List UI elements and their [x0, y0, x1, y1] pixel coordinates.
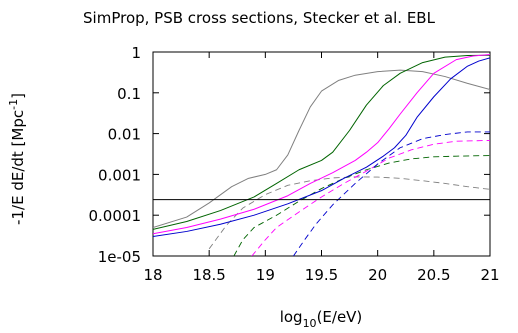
plot-frame [152, 51, 491, 257]
x-axis-title: log10(E/eV) [280, 308, 363, 330]
y-tick-label: 0.01 [108, 126, 141, 144]
x-axis-title-rest: (E/eV) [317, 308, 363, 326]
x-tick-label: 19.5 [305, 266, 338, 284]
plot-area [152, 51, 491, 257]
x-tick-label: 20.5 [417, 266, 450, 284]
x-axis-title-sub: 10 [303, 317, 317, 330]
y-tick-label: 1e-05 [98, 248, 141, 266]
series-line-1 [153, 69, 490, 228]
y-tick-label: 0.1 [117, 85, 141, 103]
y-axis-title: -1/E dE/dt [Mpc-1] [7, 93, 27, 225]
x-tick-label: 18.5 [192, 266, 225, 284]
series-line-5 [153, 53, 490, 235]
series-line-3 [153, 54, 490, 230]
x-tick-label: 18 [143, 266, 162, 284]
y-axis-title-main: -1/E dE/dt [Mpc [9, 110, 27, 225]
series-line-7 [153, 57, 490, 238]
series-line-2 [208, 176, 490, 250]
series-line-8 [293, 131, 490, 256]
chart-title: SimProp, PSB cross sections, Stecker et … [83, 9, 436, 27]
x-tick-label: 21 [480, 266, 499, 284]
y-tick-label: 1 [131, 44, 141, 62]
x-tick-label: 19 [256, 266, 275, 284]
y-axis-title-sup: -1 [7, 99, 20, 110]
y-axis-title-rest: ] [9, 93, 27, 99]
axis-ticks: 18 18.5 19 19.5 20 20.5 21 1 0.1 0.01 0.001 0.0001 1… [89, 44, 500, 284]
x-axis-title-main: log [280, 308, 303, 326]
series-line-6 [251, 139, 490, 256]
y-tick-label: 0.0001 [89, 207, 142, 225]
y-tick-label: 0.001 [98, 166, 141, 184]
series-line-4 [233, 155, 490, 256]
x-tick-label: 20 [368, 266, 387, 284]
series-group [153, 53, 490, 256]
